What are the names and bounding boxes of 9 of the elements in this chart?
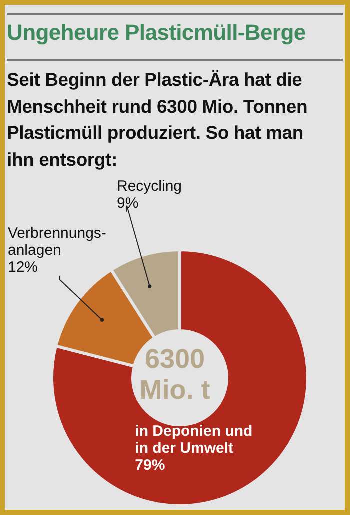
data-label: 79% (135, 457, 166, 474)
data-label: 9% (117, 194, 139, 212)
slice-label: Verbrennungs- anlagen (8, 224, 106, 259)
text: 6300 Mio. t (140, 344, 210, 405)
slice-label: Recycling (117, 178, 182, 195)
data-label: 12% (8, 258, 38, 276)
chart-subtitle: Seit Beginn der Plastic-Ära hat die Menschheit rund 6300 Mio. Tonnen Plasticmüll produziert. So hat man ihn entsorgt: (7, 68, 309, 172)
slice-label: in Deponien und in der Umwelt (135, 423, 253, 458)
chart-title: Ungeheure Plasticmüll-Berge (7, 20, 306, 46)
